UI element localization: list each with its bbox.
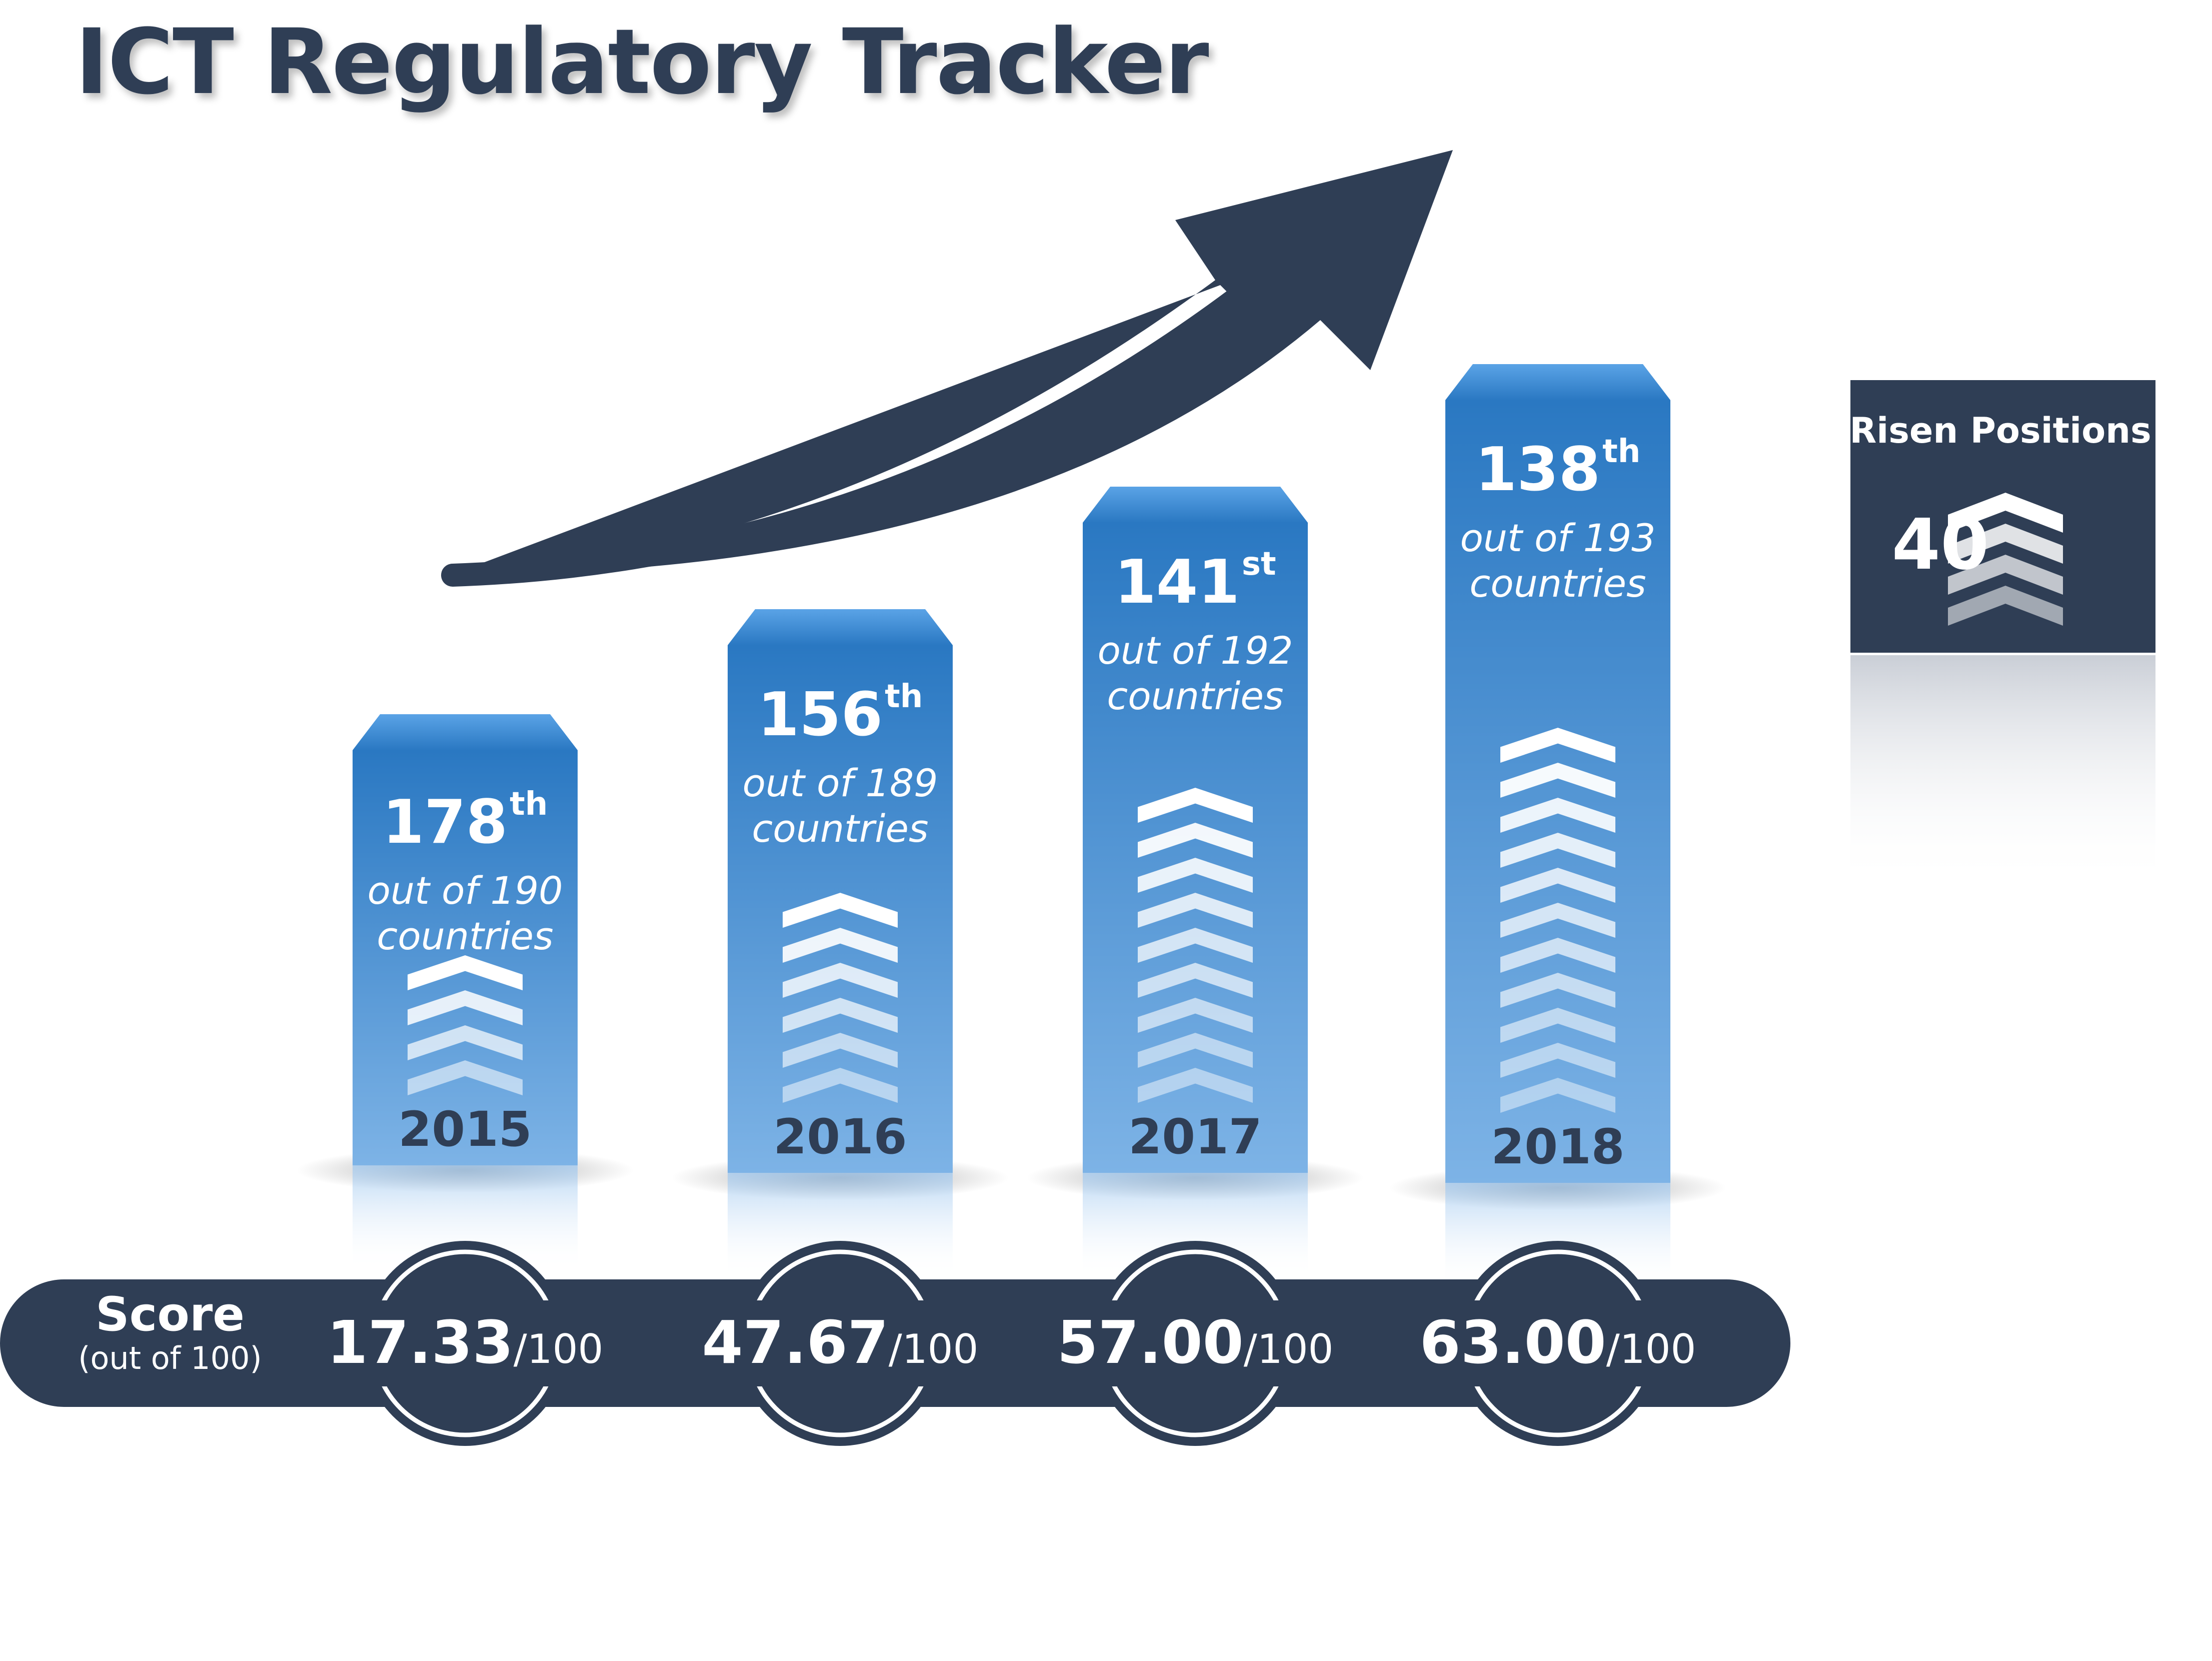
rank-countries: countries [1469,561,1646,606]
year-label: 2015 [398,1101,532,1157]
score-number: 47.67 [702,1308,889,1377]
chevron-icon [1500,868,1615,903]
chevron-icon [1948,493,2063,533]
rank-out-of: out of 190 [367,868,563,913]
score-number: 57.00 [1057,1308,1244,1377]
chevron-icon [783,1068,898,1103]
score-denominator: /100 [513,1326,604,1372]
chevron-icon [1138,1068,1253,1103]
rank-number: 138 [1475,435,1601,505]
rank-countries: countries [377,914,554,959]
chevron-icon [1138,858,1253,893]
chevron-icon [1500,938,1615,973]
chevron-icon [1500,1043,1615,1078]
score-band-mask [1453,1300,1663,1386]
rank-value: 141st [1083,548,1308,613]
chevron-icon [1500,798,1615,833]
chevron-icon [1500,1008,1615,1043]
rank-value: 178th [353,788,578,853]
chevron-icon [408,990,523,1025]
score-band-mask [735,1300,945,1386]
chevron-icon [1138,788,1253,823]
risen-positions-title: Risen Positions [1849,410,2151,451]
score-label: Score (out of 100) [55,1290,285,1377]
score-number: 63.00 [1419,1308,1606,1377]
rank-block: 178th out of 190 countries [353,788,578,959]
score-label-main: Score [95,1287,245,1342]
bar-2018 [1389,364,1727,1288]
trend-arrow-icon [448,150,1453,585]
chevron-icon [1948,524,2063,564]
rank-block: 141st out of 192 countries [1083,548,1308,719]
rank-value: 156th [728,681,953,745]
chevron-icon [1138,823,1253,858]
trend-arrow-shaft [441,269,1272,587]
chevron-icon [1138,998,1253,1033]
risen-positions-box [1850,380,2155,885]
rank-number: 141 [1114,548,1240,617]
score-denominator: /100 [1606,1326,1696,1372]
year-label: 2017 [1128,1109,1262,1165]
risen-positions-value: 40 [1891,504,1989,586]
score-number: 17.33 [327,1308,514,1377]
rank-value: 138th [1445,436,1670,500]
score-value: 17.33/100 [315,1313,615,1372]
chevron-icon [783,928,898,963]
chevron-icon [783,893,898,928]
chevron-icon [1500,903,1615,938]
chevron-icon [1138,893,1253,928]
rank-out-of: out of 189 [742,761,938,805]
chevron-icon [408,1025,523,1060]
bar-cap [728,609,953,645]
rank-suffix: st [1241,546,1276,583]
chevron-icon [1138,1033,1253,1068]
score-value: 63.00/100 [1408,1313,1708,1372]
rank-suffix: th [510,786,548,823]
chevron-icon [1500,833,1615,868]
rank-block: 156th out of 189 countries [728,681,953,851]
chevron-icon [783,998,898,1033]
bar-body [1083,523,1308,1173]
rank-suffix: th [885,678,923,715]
bar-cap [353,714,578,750]
score-band [0,1241,1790,1446]
score-value: 47.67/100 [690,1313,990,1372]
chevron-icon [783,1033,898,1068]
bar-cap [1083,487,1308,523]
bar-2015 [296,714,634,1270]
rank-out-of: out of 192 [1097,628,1293,673]
bar-2017 [1026,487,1364,1278]
chevron-icon [1500,973,1615,1008]
chevron-icon [1500,728,1615,763]
rank-suffix: th [1602,433,1641,470]
year-label: 2016 [773,1109,907,1165]
chevron-icon [1948,586,2063,626]
bar-cap [1445,364,1670,400]
chevron-icon [783,963,898,998]
chevron-icon [408,955,523,990]
chevron-icon [1138,928,1253,963]
chevron-icon [408,1060,523,1095]
score-denominator: /100 [888,1326,979,1372]
score-denominator: /100 [1243,1326,1334,1372]
rank-countries: countries [752,806,929,851]
score-value: 57.00/100 [1045,1313,1345,1372]
chevron-icon [1500,763,1615,798]
chevron-icon [1138,963,1253,998]
score-label-unit: (out of 100) [78,1339,262,1376]
chevron-icon [1948,555,2063,595]
score-band-mask [360,1300,570,1386]
risen-chevrons-icon [1948,493,2063,626]
rank-block: 138th out of 193 countries [1445,436,1670,606]
rank-out-of: out of 193 [1460,516,1656,560]
rank-number: 178 [382,788,508,857]
score-band-mask [1090,1300,1300,1386]
rank-number: 156 [757,680,883,750]
chevron-icon [1500,1078,1615,1113]
bar-body [728,645,953,1173]
page-title: ICT Regulatory Tracker [75,10,1209,115]
year-label: 2018 [1491,1119,1625,1175]
rank-countries: countries [1107,674,1284,719]
